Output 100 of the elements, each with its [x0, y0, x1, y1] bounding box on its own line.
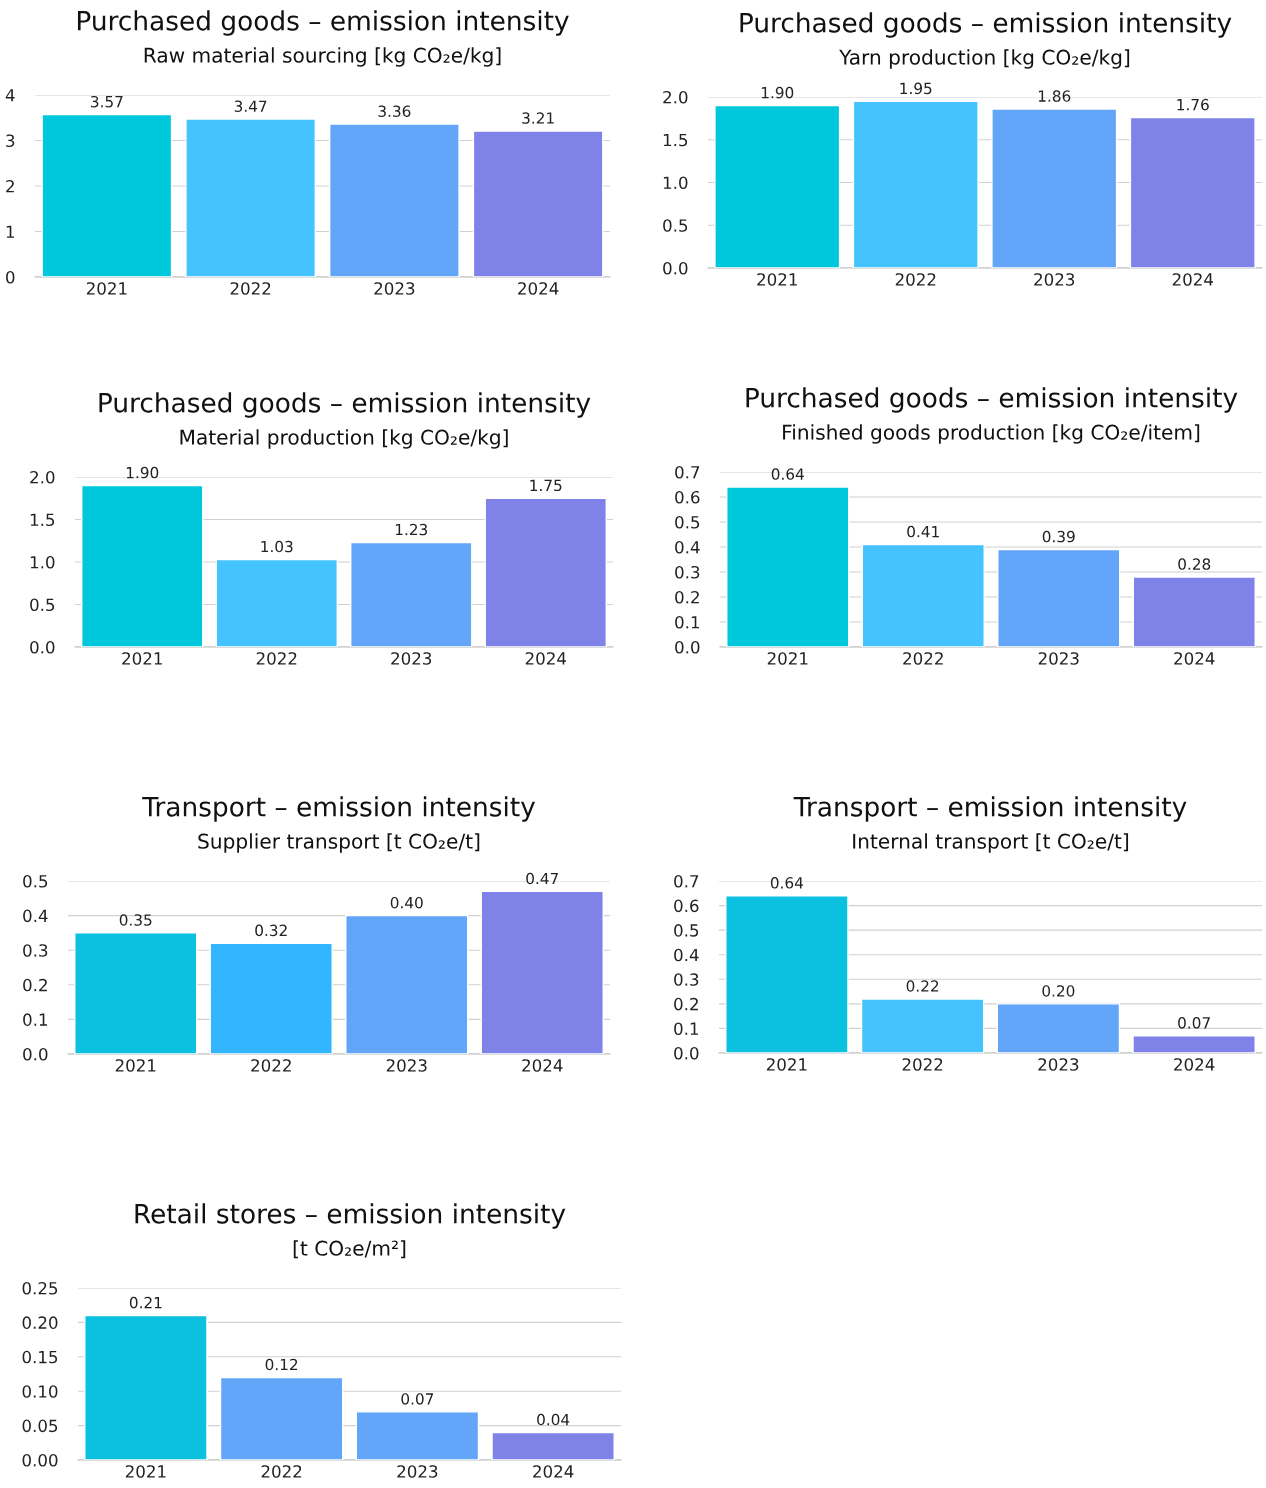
y-tick-label: 3: [6, 134, 15, 148]
data-label: 3.47: [234, 100, 267, 112]
x-tick-label: 2022: [902, 1058, 943, 1071]
data-label: 3.57: [91, 95, 123, 108]
x-tick-label: 2024: [525, 652, 567, 665]
x-tick-label: 2023: [397, 1465, 438, 1478]
data-label: 1.76: [1177, 98, 1209, 111]
y-tick-label: 0.3: [674, 973, 699, 986]
bar: [725, 895, 849, 1053]
data-label: 0.12: [265, 1358, 298, 1371]
y-tick-label: 0.0: [23, 1047, 48, 1061]
bar: [219, 1376, 344, 1460]
bar: [1132, 576, 1256, 647]
x-tick-label: 2022: [903, 652, 943, 665]
data-label: 0.40: [390, 896, 423, 909]
y-tick-label: 0.6: [674, 899, 699, 913]
y-tick-label: 1.5: [30, 513, 55, 527]
x-tick-label: 2023: [374, 282, 415, 295]
x-tick-label: 2021: [86, 282, 127, 295]
data-label: 1.95: [900, 82, 932, 95]
x-tick-label: 2021: [766, 1058, 807, 1071]
data-label: 1.75: [530, 479, 562, 492]
y-tick-label: 0.1: [674, 1022, 699, 1035]
data-label: 1.86: [1038, 90, 1071, 102]
chart-title: Purchased goods – emission intensity: [746, 387, 1238, 413]
y-tick-label: 0.3: [23, 944, 48, 957]
data-label: 0.20: [1042, 985, 1075, 997]
y-tick-label: 1: [6, 225, 15, 238]
bar: [215, 558, 338, 647]
y-tick-label: 0.2: [675, 590, 699, 604]
y-tick-label: 2.0: [30, 470, 55, 484]
bar: [345, 914, 469, 1054]
x-tick-label: 2024: [1174, 652, 1215, 665]
y-tick-label: 0.2: [674, 997, 698, 1011]
y-tick-label: 1.0: [663, 176, 688, 190]
x-tick-label: 2022: [230, 282, 271, 295]
y-tick-label: 0.1: [23, 1013, 48, 1026]
bar: [1132, 1035, 1256, 1053]
chart-subtitle: Finished goods production [kg CO₂e/item]: [783, 424, 1200, 444]
chart-title: Transport – emission intensity: [793, 796, 1187, 822]
bar: [714, 104, 841, 268]
bar: [491, 1431, 615, 1460]
x-tick-label: 2024: [518, 282, 559, 295]
data-label: 1.90: [761, 86, 794, 99]
x-tick-label: 2023: [1034, 273, 1075, 286]
bar: [84, 1314, 208, 1460]
chart-subtitle: Raw material sourcing [kg CO₂e/kg]: [144, 47, 501, 67]
x-tick-label: 2024: [533, 1465, 574, 1478]
data-label: 0.41: [907, 525, 939, 538]
chart-subtitle: Internal transport [t CO₂e/t]: [853, 833, 1129, 853]
y-tick-label: 2: [6, 179, 14, 193]
data-label: 3.21: [522, 112, 554, 124]
x-tick-label: 2021: [122, 652, 162, 665]
chart-title: Purchased goods – emission intensity: [740, 12, 1232, 38]
x-tick-label: 2023: [1038, 652, 1079, 665]
x-tick-label: 2024: [522, 1059, 563, 1072]
y-tick-label: 0.00: [22, 1453, 58, 1467]
x-tick-label: 2022: [256, 652, 297, 665]
bar: [726, 486, 850, 647]
y-tick-label: 0.2: [23, 978, 47, 992]
y-tick-label: 0.05: [22, 1419, 58, 1433]
y-tick-label: 0.3: [675, 565, 700, 579]
chart-title: Transport – emission intensity: [142, 796, 535, 822]
y-tick-label: 0.4: [675, 540, 700, 554]
chart-subtitle: Yarn production [kg CO₂e/kg]: [839, 49, 1130, 69]
chart-subtitle: Supplier transport [t CO₂e/t]: [198, 833, 480, 853]
x-tick-label: 2022: [895, 273, 936, 286]
y-tick-label: 0.6: [675, 490, 700, 504]
y-tick-label: 0.15: [22, 1350, 58, 1364]
y-tick-label: 0.0: [675, 640, 700, 654]
y-tick-label: 0.4: [674, 948, 699, 962]
x-tick-label: 2022: [261, 1465, 302, 1478]
y-tick-label: 2.0: [663, 90, 688, 104]
bar: [355, 1411, 480, 1460]
x-tick-label: 2023: [1038, 1058, 1079, 1071]
bar: [480, 890, 604, 1054]
y-tick-label: 0.10: [22, 1385, 58, 1398]
bar: [860, 998, 985, 1053]
chart-subtitle: Material production [kg CO₂e/kg]: [180, 429, 508, 449]
y-tick-label: 0.0: [674, 1046, 699, 1060]
chart-title: Purchased goods – emission intensity: [77, 10, 569, 36]
x-tick-label: 2021: [115, 1059, 156, 1072]
y-tick-label: 0.20: [22, 1316, 58, 1329]
bar: [997, 548, 1121, 647]
bar: [81, 484, 204, 647]
data-label: 0.39: [1042, 530, 1075, 543]
data-label: 1.90: [126, 466, 159, 479]
data-label: 0.28: [1178, 558, 1211, 570]
y-tick-label: 0.5: [675, 515, 700, 529]
y-tick-label: 0.7: [674, 874, 699, 888]
y-tick-label: 0.7: [675, 465, 700, 479]
y-tick-label: 0: [6, 270, 15, 284]
y-tick-label: 1.5: [663, 133, 688, 147]
data-label: 0.47: [526, 872, 558, 885]
bar: [991, 108, 1118, 268]
x-tick-label: 2023: [386, 1059, 427, 1072]
bar: [350, 541, 473, 647]
y-tick-label: 1.0: [30, 555, 55, 569]
bar: [996, 1003, 1121, 1053]
y-tick-label: 0.0: [663, 261, 688, 275]
